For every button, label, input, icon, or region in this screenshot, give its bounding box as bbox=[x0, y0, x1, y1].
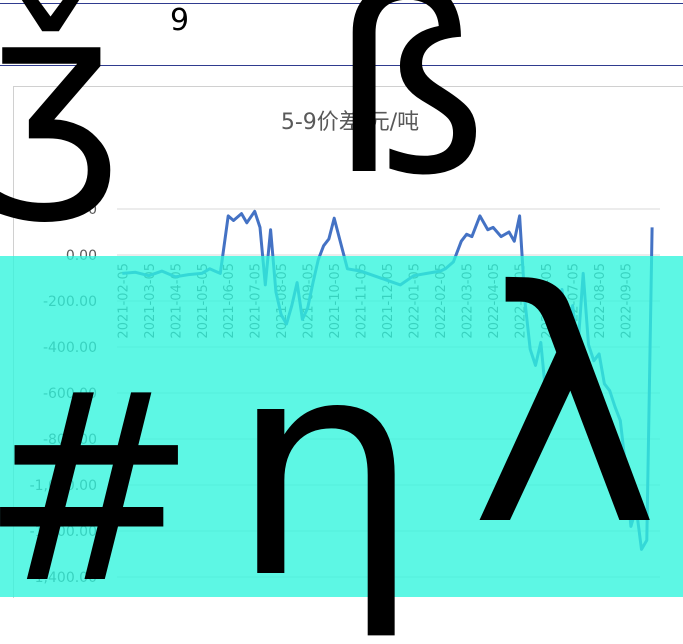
header-rule-top bbox=[0, 3, 683, 4]
header-rule-bottom bbox=[0, 65, 683, 66]
glyph-artifact-5: λ bbox=[470, 224, 660, 596]
header-label: 9 bbox=[170, 3, 190, 38]
glyph-artifact-1: ǯ bbox=[0, 0, 123, 228]
glyph-artifact-2: ß bbox=[330, 0, 488, 230]
glyph-artifact-4: η bbox=[230, 295, 421, 644]
y-tick-label: 200.00 bbox=[48, 202, 97, 218]
glyph-artifact-3: # bbox=[0, 339, 198, 641]
cyan-overlay bbox=[0, 256, 683, 597]
chart-title: 5-9价差 元/吨 bbox=[280, 110, 420, 135]
